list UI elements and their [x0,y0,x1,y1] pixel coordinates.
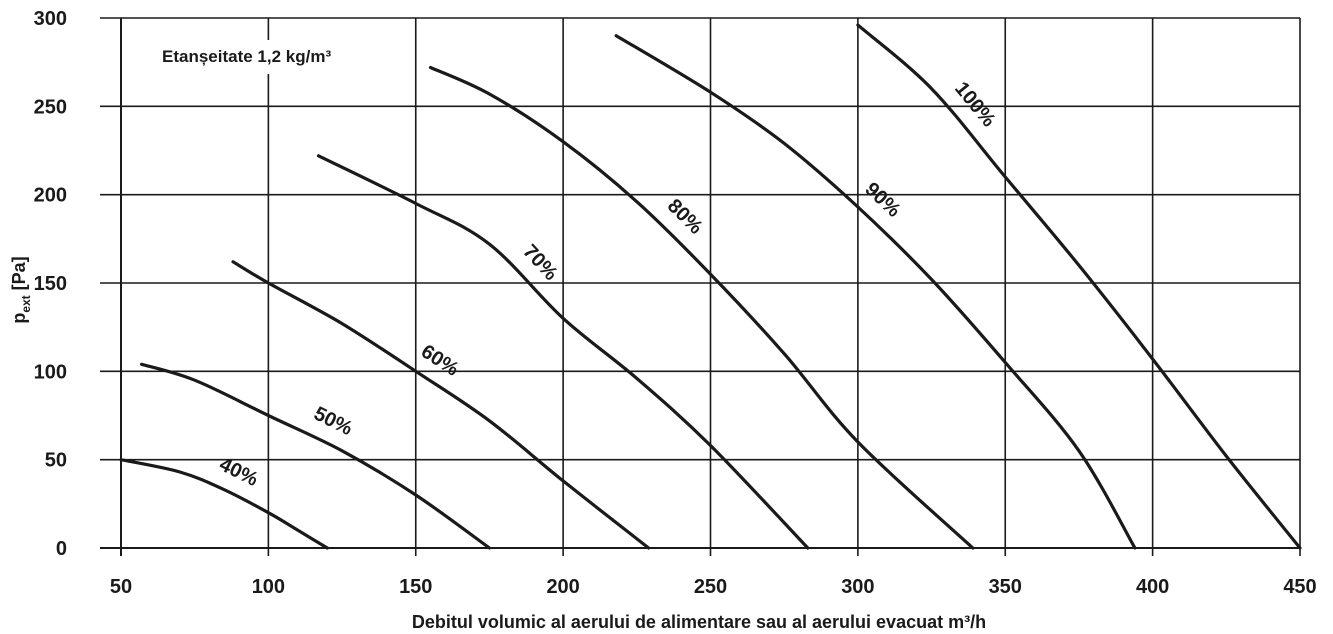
x-tick-label: 250 [694,576,727,598]
curve-90-percent [614,34,1137,550]
curve-80-percent [428,65,975,550]
y-tick-label: 250 [34,96,67,118]
curve-100-percent [856,23,1302,550]
curves [119,23,1302,550]
y-axis-title-unit: [Pa] [9,256,29,295]
y-tick-label: 0 [56,538,67,560]
annotation-label: Etanșeitate 1,2 kg/m³ [162,47,331,66]
y-tick-label: 150 [34,273,67,295]
x-tick-label: 150 [399,576,432,598]
grid-lines [100,17,1301,556]
curve-50-percent [140,362,491,550]
y-axis-title-main: p [9,313,29,324]
x-tick-label: 450 [1283,576,1316,598]
y-tick-label: 50 [45,450,67,472]
x-tick-label: 300 [841,576,874,598]
x-tick-label: 50 [110,576,132,598]
annotation-background [154,40,389,74]
curve-40-percent [119,458,329,550]
x-tick-label: 100 [252,576,285,598]
series-labels: 40%50%60%70%80% 90%100% [216,78,1000,491]
y-tick-labels: 0 50 100 150 200 250 300 [34,8,67,560]
y-axis-title: pext [Pa] [9,256,33,323]
y-axis-title-subscript: ext [19,295,33,312]
x-axis-title: Debitul volumic al aerului de alimentare… [412,612,986,632]
y-tick-label: 200 [34,185,67,207]
series-label: 100% [950,78,1000,132]
x-tick-label: 350 [989,576,1022,598]
y-tick-label: 100 [34,361,67,383]
series-label: 50% [310,403,356,441]
x-tick-labels: 50 100 150 200 250 300 350 400 450 [110,576,1317,598]
axes [100,18,1300,556]
curve-60-percent [231,260,651,550]
y-tick-label: 300 [34,8,67,30]
x-tick-label: 400 [1136,576,1169,598]
curve-70-percent [316,154,810,550]
x-tick-label: 200 [546,576,579,598]
